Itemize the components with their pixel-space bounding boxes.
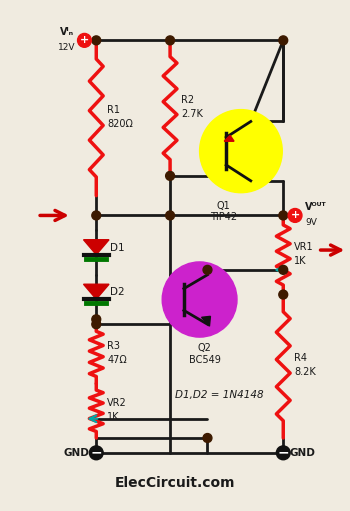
Polygon shape <box>84 240 109 254</box>
Text: R1: R1 <box>107 105 120 115</box>
Polygon shape <box>224 135 234 141</box>
Circle shape <box>279 36 288 45</box>
Text: 9V: 9V <box>305 218 317 227</box>
Text: VR1: VR1 <box>294 242 314 252</box>
Text: D1,D2 = 1N4148: D1,D2 = 1N4148 <box>175 390 264 401</box>
Text: VR2: VR2 <box>107 398 127 408</box>
Circle shape <box>166 211 175 220</box>
Text: Q1
TIP42: Q1 TIP42 <box>210 201 237 222</box>
Circle shape <box>92 211 101 220</box>
Circle shape <box>166 36 175 45</box>
Text: D2: D2 <box>110 287 125 297</box>
Circle shape <box>279 211 288 220</box>
Text: 12V: 12V <box>58 43 76 52</box>
Circle shape <box>203 433 212 443</box>
Text: 47Ω: 47Ω <box>107 355 127 365</box>
Text: Vᴵₙ: Vᴵₙ <box>60 28 74 37</box>
Circle shape <box>162 262 237 337</box>
Circle shape <box>92 315 101 324</box>
Text: R4: R4 <box>294 354 307 363</box>
Text: 1K: 1K <box>294 256 307 266</box>
Polygon shape <box>84 284 109 299</box>
Circle shape <box>166 171 175 180</box>
Text: Vᴼᵁᵀ: Vᴼᵁᵀ <box>305 202 327 213</box>
Circle shape <box>279 265 288 274</box>
Text: R2: R2 <box>181 95 194 105</box>
Text: D1: D1 <box>110 243 125 252</box>
Circle shape <box>203 265 212 274</box>
Circle shape <box>92 448 101 457</box>
Text: 8.2K: 8.2K <box>294 367 316 377</box>
Text: ElecCircuit.com: ElecCircuit.com <box>115 476 235 491</box>
Circle shape <box>276 446 290 460</box>
Circle shape <box>89 446 103 460</box>
Circle shape <box>92 36 101 45</box>
Circle shape <box>279 290 288 299</box>
Text: Q2
BC549: Q2 BC549 <box>189 343 220 365</box>
Text: R3: R3 <box>107 341 120 351</box>
Circle shape <box>199 109 282 193</box>
Text: GND: GND <box>290 448 316 458</box>
Circle shape <box>288 208 302 222</box>
Text: GND: GND <box>64 448 90 458</box>
Text: 820Ω: 820Ω <box>107 119 133 129</box>
Polygon shape <box>202 316 210 326</box>
Text: −: − <box>278 446 289 460</box>
Text: −: − <box>90 446 102 460</box>
Text: 2.7K: 2.7K <box>181 109 203 119</box>
Text: 1K: 1K <box>107 412 120 422</box>
Text: +: + <box>290 211 300 220</box>
Text: +: + <box>80 35 89 45</box>
Circle shape <box>78 33 91 48</box>
Circle shape <box>279 448 288 457</box>
Circle shape <box>92 320 101 329</box>
